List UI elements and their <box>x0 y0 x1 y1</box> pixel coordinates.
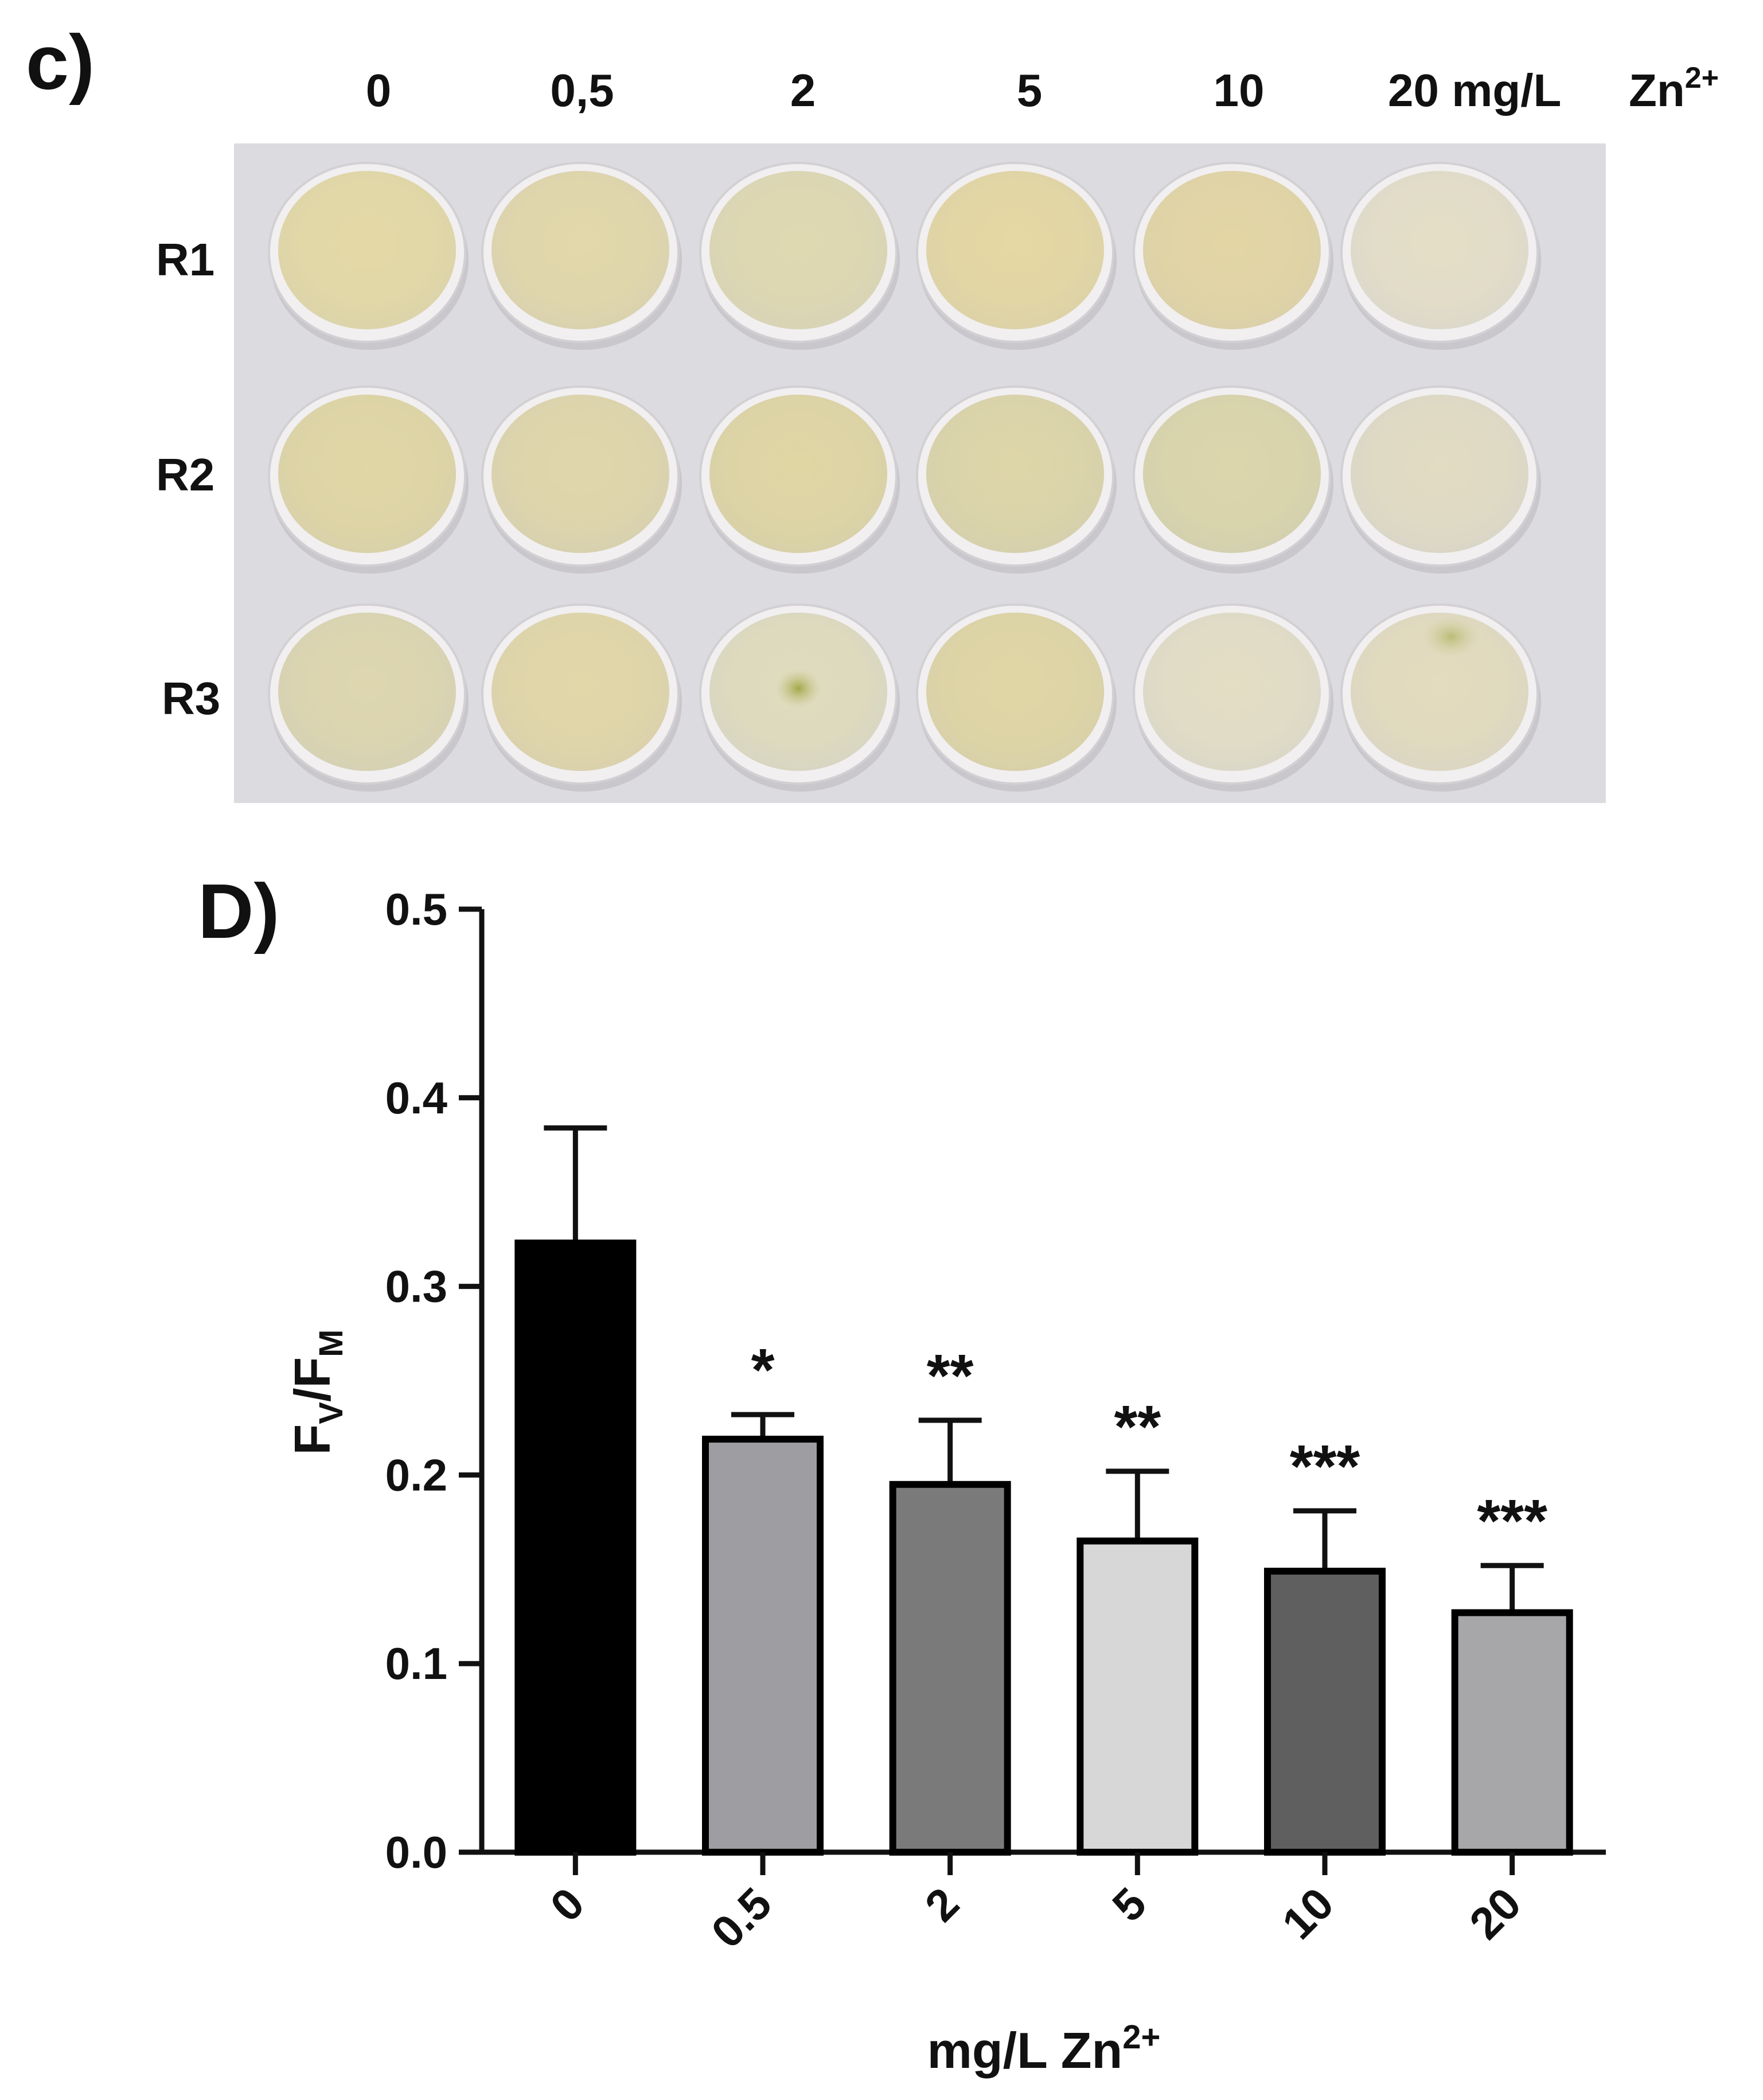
bar-0.5 <box>702 1435 824 1856</box>
plate-photo <box>234 143 1606 803</box>
conc-label-4: 10 <box>1214 65 1265 116</box>
panel-d: D) 0.0 0.1 0.2 0.3 0.4 0.5 FV/FM 0 0.5 * 2 ** 5 ** 10 *… <box>198 868 1606 2079</box>
well-shade <box>492 395 669 553</box>
row-label-r3: R3 <box>162 673 220 724</box>
bar-5 <box>1076 1537 1199 1856</box>
well-shade <box>1143 395 1321 553</box>
well-r1-c4 <box>916 162 1117 350</box>
unit-base: Zn <box>1629 65 1685 116</box>
well-shade <box>1351 171 1528 329</box>
bar-chart: 0.0 0.1 0.2 0.3 0.4 0.5 FV/FM 0 0.5 * 2 ** 5 ** 10 *** 2… <box>284 884 1606 2079</box>
well-shade <box>278 613 456 771</box>
unit-label: Zn2+ <box>1629 61 1719 116</box>
well-shade <box>278 395 456 553</box>
y-tick-label: 0.4 <box>385 1073 447 1123</box>
well-r3-c4 <box>916 603 1117 792</box>
well-r1-c1 <box>268 162 469 350</box>
well-shade <box>926 613 1104 771</box>
x-tick-label: 5 <box>1102 1878 1156 1931</box>
well-shade <box>1351 613 1528 771</box>
well-r1-c5 <box>1133 162 1333 350</box>
well-shade <box>709 395 887 553</box>
y-title-sub1: V <box>313 1402 350 1424</box>
significance-label: * <box>751 1337 775 1404</box>
well-shade <box>926 395 1104 553</box>
y-tick-label: 0.5 <box>385 884 447 934</box>
y-tick-label: 0.2 <box>385 1450 447 1500</box>
well-shade <box>1143 613 1321 771</box>
y-title-slash: /F <box>284 1357 341 1402</box>
panel-c-label: c) <box>26 19 95 106</box>
algae-spot <box>775 669 821 708</box>
well-shade <box>709 171 887 329</box>
well-shade <box>926 171 1104 329</box>
well-shade <box>278 171 456 329</box>
row-label-r1: R1 <box>156 234 214 285</box>
x-tick-label: 0.5 <box>701 1878 781 1958</box>
x-title-sup: 2+ <box>1122 2019 1160 2056</box>
well-shade <box>1351 395 1528 553</box>
wells-grid <box>268 162 1541 792</box>
well-r2-c3 <box>699 385 900 574</box>
y-tick-label: 0.3 <box>385 1261 447 1312</box>
y-title-main: F <box>284 1424 341 1455</box>
algae-spot <box>1422 616 1480 657</box>
y-tick-label: 0.1 <box>385 1638 447 1689</box>
y-axis-title: FV/FM <box>284 1330 350 1455</box>
x-tick-label: 2 <box>915 1878 969 1931</box>
well-r3-c5 <box>1133 603 1333 792</box>
bar-10 <box>1264 1568 1386 1856</box>
unit-sup: 2+ <box>1685 61 1719 95</box>
well-r3-c2 <box>481 603 682 792</box>
bar-20 <box>1451 1609 1573 1856</box>
well-r2-c5 <box>1133 385 1333 574</box>
well-r2-c4 <box>916 385 1117 574</box>
x-tick-label: 20 <box>1460 1878 1531 1949</box>
x-tick-label: 0 <box>540 1878 594 1931</box>
x-title-base: mg/L Zn <box>927 2022 1123 2079</box>
well-r2-c1 <box>268 385 469 574</box>
x-axis-title: mg/L Zn2+ <box>927 2019 1161 2079</box>
significance-label: ** <box>927 1342 974 1409</box>
well-r1-c3 <box>699 162 900 350</box>
x-tick-label: 10 <box>1272 1878 1343 1949</box>
well-r2-c6 <box>1340 385 1541 574</box>
panel-c: c) 0 0,5 2 5 10 20 mg/L Zn2+ R1 R2 R3 <box>26 19 1719 803</box>
significance-label: *** <box>1290 1433 1360 1500</box>
conc-label-3: 5 <box>1017 65 1043 116</box>
well-shade <box>492 613 669 771</box>
well-r3-c1 <box>268 603 469 792</box>
well-r1-c2 <box>481 162 682 350</box>
bar-2 <box>889 1480 1011 1856</box>
row-label-r2: R2 <box>156 449 214 500</box>
significance-label: ** <box>1114 1393 1161 1460</box>
conc-label-2: 2 <box>790 65 816 116</box>
well-shade <box>492 171 669 329</box>
y-title-sub2: M <box>313 1330 350 1357</box>
panel-d-label: D) <box>198 868 279 954</box>
bar-0 <box>514 1239 637 1856</box>
well-shade <box>1143 171 1321 329</box>
conc-label-5: 20 mg/L <box>1388 65 1561 116</box>
well-r1-c6 <box>1340 162 1541 350</box>
conc-label-1: 0,5 <box>550 65 614 116</box>
significance-label: *** <box>1477 1487 1547 1554</box>
concentration-header: 0 0,5 2 5 10 20 mg/L Zn2+ <box>366 61 1719 116</box>
well-r3-c6 <box>1340 603 1541 792</box>
conc-label-0: 0 <box>366 65 392 116</box>
well-r2-c2 <box>481 385 682 574</box>
y-tick-label: 0.0 <box>385 1827 447 1877</box>
